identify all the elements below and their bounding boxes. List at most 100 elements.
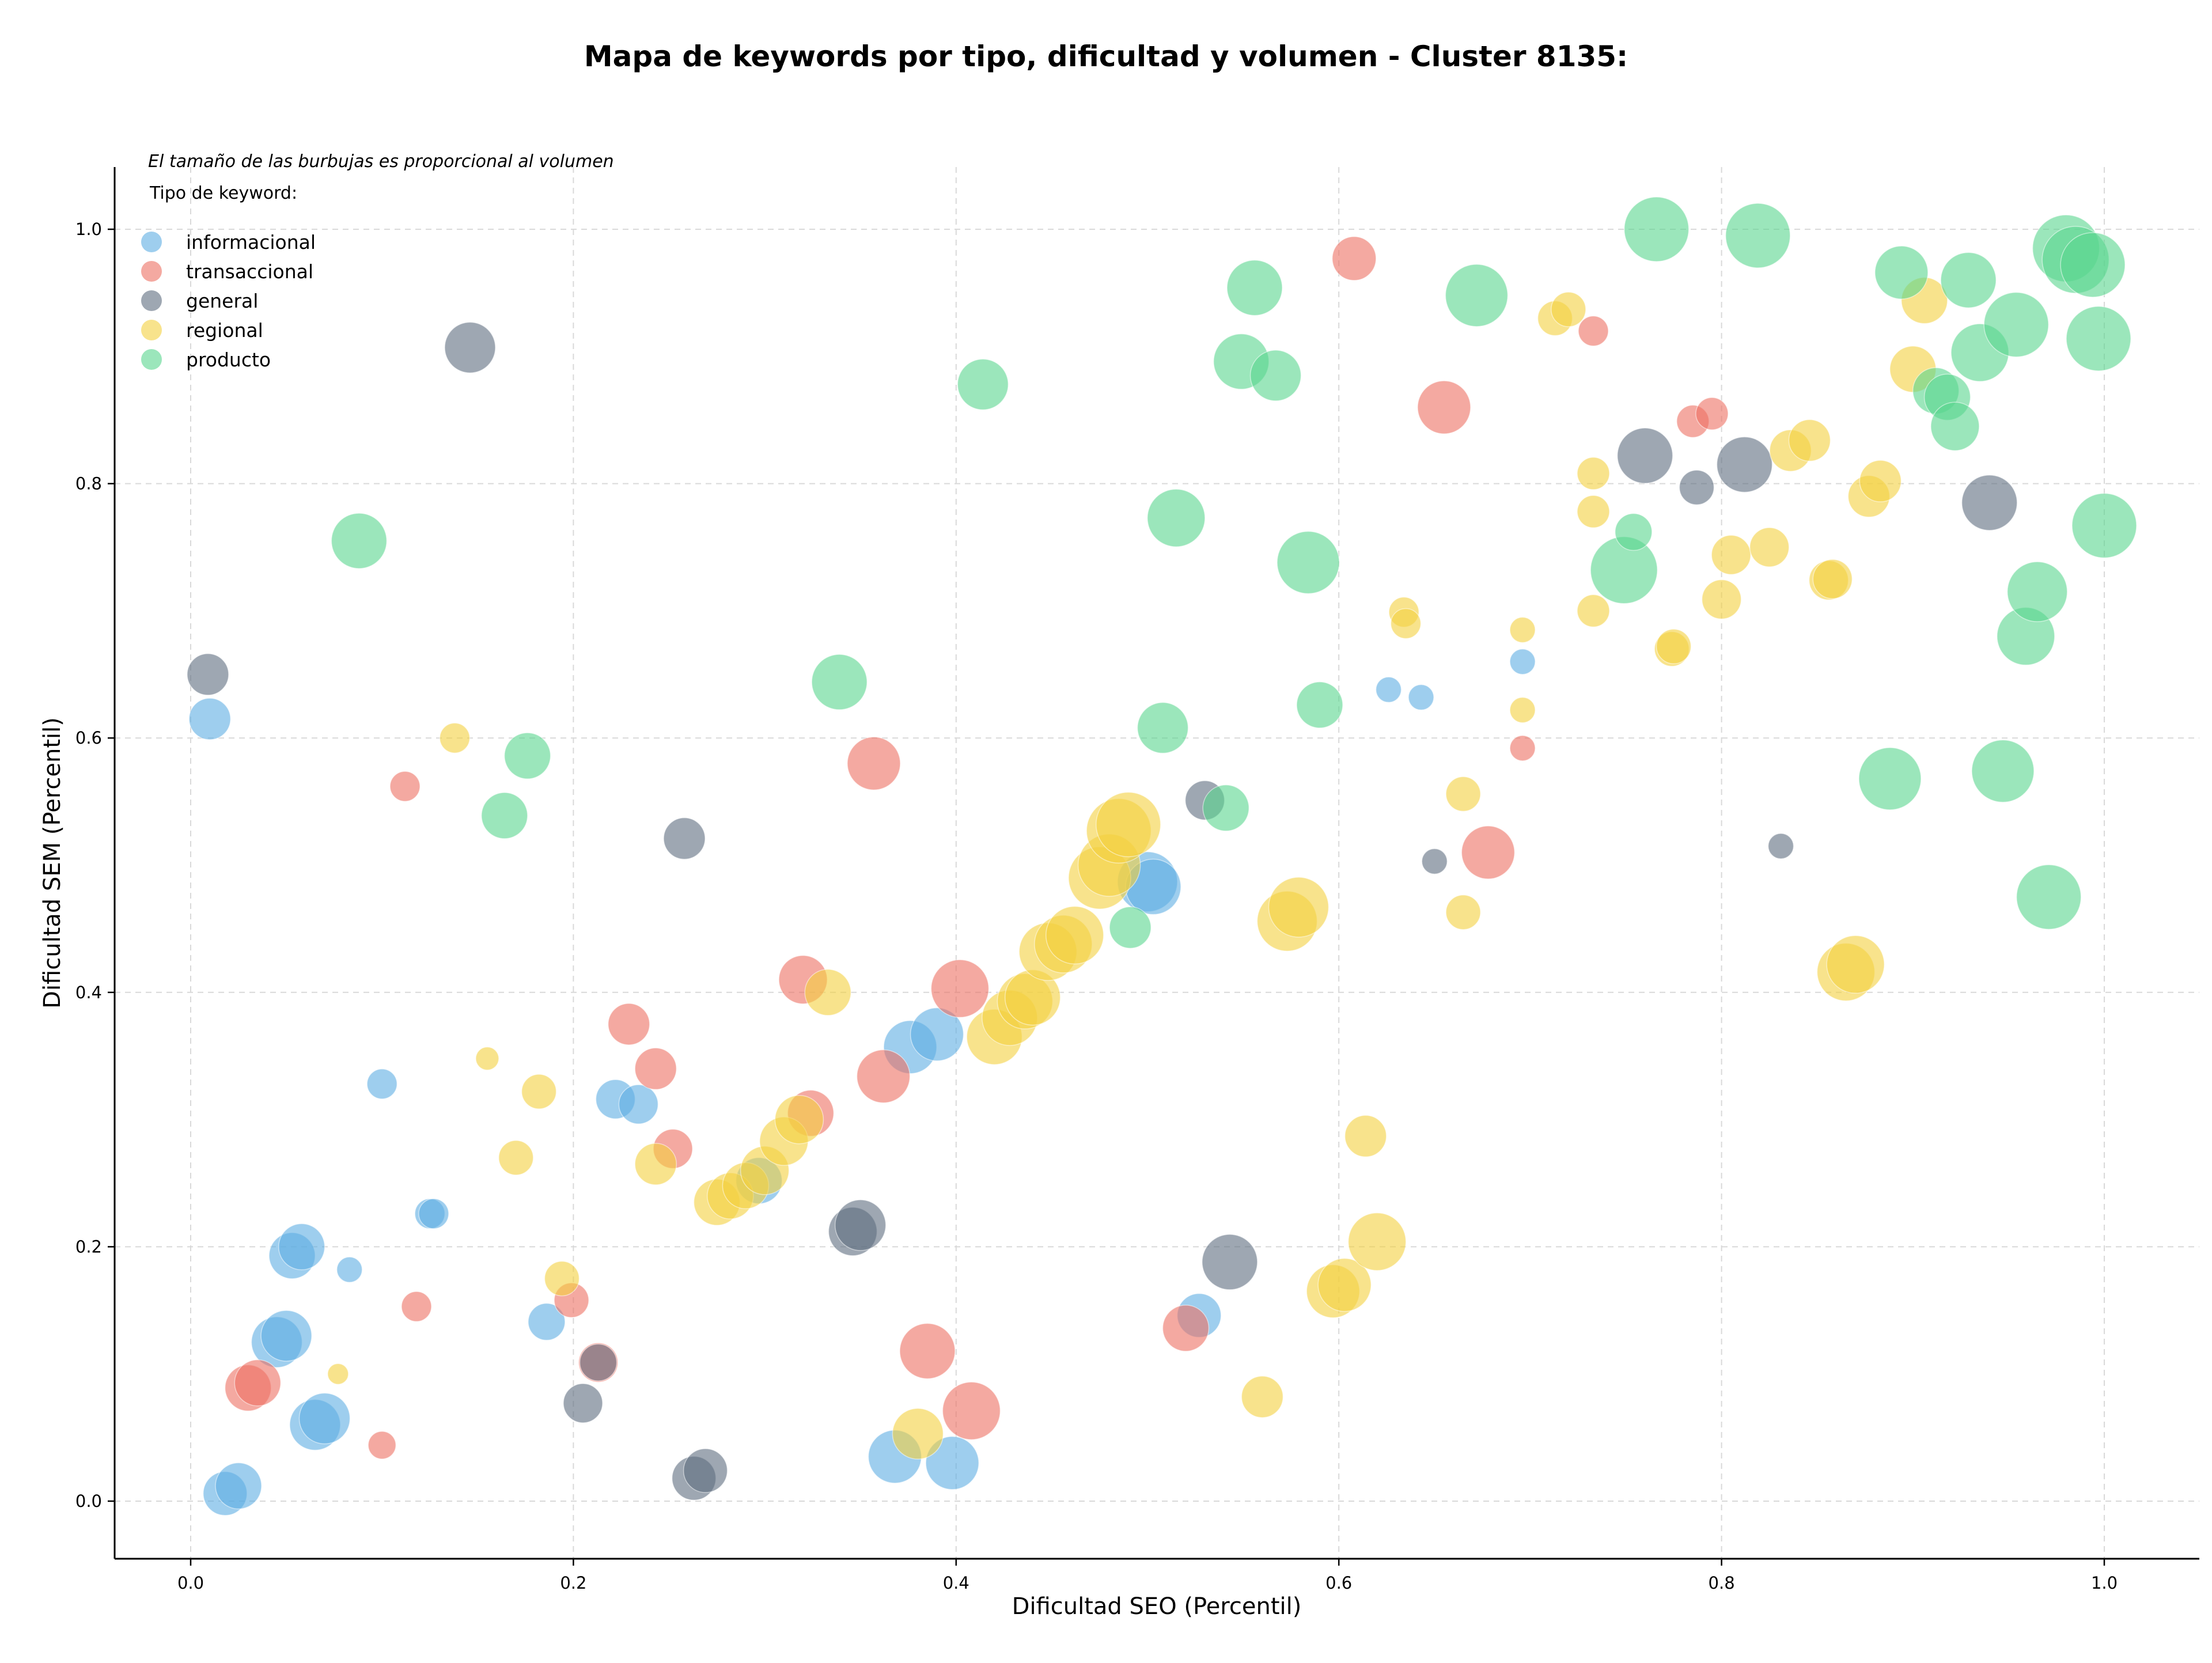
bubble-regional <box>1344 1115 1387 1158</box>
bubble-informacional <box>215 1462 262 1510</box>
legend-marker-general <box>141 290 162 311</box>
bubble-regional <box>1812 559 1853 599</box>
series-informacional <box>188 648 1536 1516</box>
bubble-regional <box>634 1143 677 1185</box>
legend-label-regional: regional <box>186 319 263 342</box>
legend: informacional transaccional general regiona… <box>141 231 316 371</box>
bubble-producto <box>1109 906 1152 949</box>
bubble-informacional <box>278 1223 325 1271</box>
y-ticks: 0.0 0.2 0.4 0.6 0.8 1.0 <box>75 219 115 1511</box>
bubble-regional <box>1656 628 1692 664</box>
x-tick-label: 0.6 <box>1325 1573 1352 1593</box>
bubble-regional <box>1577 457 1610 490</box>
bubble-producto <box>1874 245 1929 300</box>
bubble-producto <box>2071 493 2137 559</box>
bubble-producto <box>2060 232 2126 298</box>
bubble-producto <box>1202 784 1249 832</box>
bubble-general <box>1679 469 1715 505</box>
series-regional <box>327 276 1948 1460</box>
y-tick-label: 0.8 <box>75 474 102 494</box>
bubble-informacional <box>298 1392 351 1445</box>
x-tick-label: 0.0 <box>177 1573 204 1593</box>
bubbles <box>187 196 2137 1516</box>
bubble-regional <box>1509 696 1536 723</box>
bubble-producto <box>1940 252 1997 309</box>
bubble-informacional <box>1375 676 1402 703</box>
bubble-regional <box>1046 906 1104 965</box>
bubble-regional <box>1551 291 1586 327</box>
bubble-producto <box>2066 306 2131 372</box>
bubble-producto <box>503 732 551 779</box>
bubble-regional <box>475 1046 499 1071</box>
bubble-transaccional <box>607 1003 650 1045</box>
bubble-producto <box>1277 531 1340 594</box>
bubble-transaccional <box>1162 1304 1210 1352</box>
bubble-regional <box>1445 776 1481 812</box>
bubble-transaccional <box>1461 825 1516 880</box>
bubble-general <box>1767 833 1794 859</box>
bubble-informacional <box>188 698 231 740</box>
bubble-informacional <box>260 1310 312 1362</box>
bubble-informacional <box>910 1007 964 1062</box>
bubble-regional <box>1577 495 1610 528</box>
bubble-transaccional <box>1417 380 1471 434</box>
bubble-regional <box>1317 1257 1372 1312</box>
bubble-producto <box>2006 561 2068 623</box>
y-tick-label: 0.4 <box>75 983 102 1002</box>
x-ticks: 0.0 0.2 0.4 0.6 0.8 1.0 <box>177 1559 2118 1593</box>
bubble-transaccional <box>1578 315 1609 347</box>
bubble-regional <box>1577 594 1610 628</box>
bubble-regional <box>1445 894 1481 930</box>
bubble-informacional <box>1408 684 1434 711</box>
bubble-general <box>1616 427 1673 484</box>
bubble-producto <box>1725 203 1791 268</box>
bubble-producto <box>1226 259 1283 316</box>
bubble-general <box>663 817 706 860</box>
legend-title: Tipo de keyword: <box>149 183 297 203</box>
bubble-producto <box>1137 702 1189 754</box>
x-tick-label: 1.0 <box>2091 1573 2118 1593</box>
y-tick-label: 1.0 <box>75 219 102 239</box>
x-axis-label: Dificultad SEO (Percentil) <box>1012 1593 1302 1620</box>
bubble-general <box>1202 1234 1258 1290</box>
bubble-informacional <box>528 1302 566 1341</box>
series-transaccional <box>224 236 1729 1460</box>
bubble-general <box>444 321 496 374</box>
bubble-regional <box>1509 616 1536 643</box>
bubble-producto <box>1147 488 1206 547</box>
bubble-general <box>1961 474 2018 531</box>
bubble-general <box>563 1383 603 1423</box>
bubble-general <box>1716 436 1773 493</box>
y-tick-label: 0.6 <box>75 728 102 748</box>
bubble-regional <box>1268 877 1330 938</box>
bubble-producto <box>2016 864 2082 930</box>
bubble-producto <box>331 513 388 569</box>
x-tick-label: 0.2 <box>560 1573 586 1593</box>
bubble-transaccional <box>1509 735 1536 762</box>
bubble-general <box>579 1343 618 1382</box>
legend-label-producto: producto <box>186 348 271 371</box>
bubble-producto <box>1858 747 1922 810</box>
bubble-regional <box>439 722 471 753</box>
bubble-transaccional <box>856 1049 911 1104</box>
bubble-transaccional <box>899 1323 956 1380</box>
bubble-regional <box>1241 1376 1284 1418</box>
bubble-producto <box>1971 739 2035 803</box>
chart-title: Mapa de keywords por tipo, dificultad y … <box>584 40 1628 73</box>
bubble-producto <box>957 358 1009 411</box>
bubble-producto <box>1623 196 1690 262</box>
legend-label-informacional: informacional <box>186 231 316 253</box>
bubble-regional <box>544 1260 580 1297</box>
bubble-producto <box>1296 681 1343 729</box>
bubble-producto <box>1930 401 1980 451</box>
axes <box>113 167 2199 1560</box>
y-axis-label: Dificultad SEM (Percentil) <box>39 717 66 1009</box>
bubble-producto <box>1615 513 1653 551</box>
bubble-informacional <box>1509 648 1536 675</box>
bubble-regional <box>1701 579 1742 620</box>
bubble-regional <box>521 1074 557 1109</box>
bubble-transaccional <box>368 1431 396 1460</box>
bubble-producto <box>811 654 868 710</box>
bubble-transaccional <box>401 1291 432 1322</box>
